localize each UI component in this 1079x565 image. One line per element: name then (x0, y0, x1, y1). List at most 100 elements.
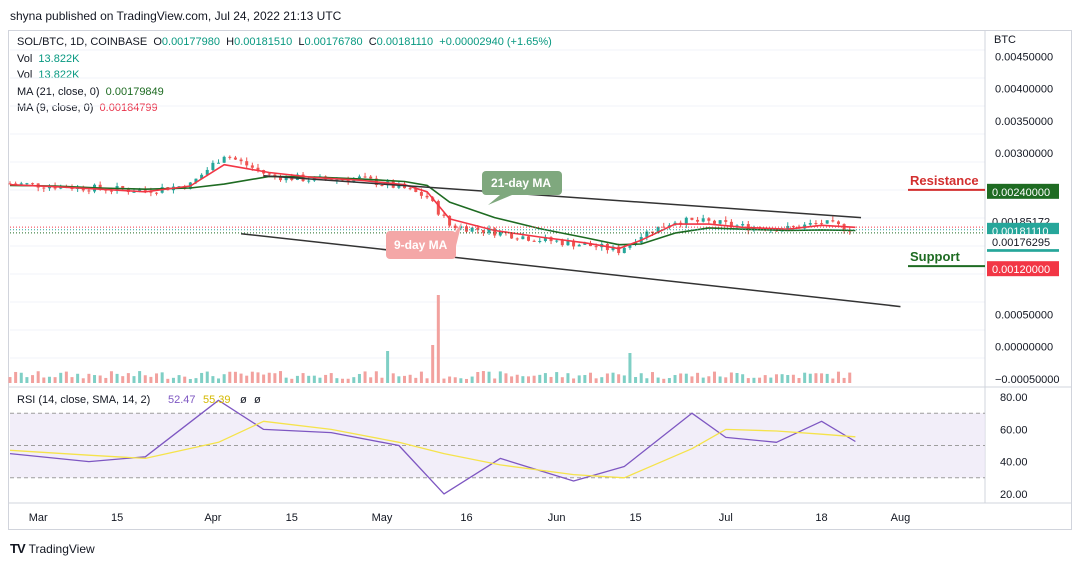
legend-ma21-label: MA (21, close, 0) (17, 85, 100, 98)
volume-bar (588, 372, 592, 383)
resistance-price-tag: 0.00240000 (987, 183, 1059, 199)
candle-body (42, 187, 46, 189)
volume-bar (352, 377, 356, 383)
volume-bar (295, 375, 299, 383)
volume-bar (634, 377, 638, 383)
ma9-callout-pointer (450, 222, 462, 246)
candle-body (741, 224, 745, 226)
volume-bar (211, 376, 215, 383)
candle-body (729, 221, 733, 227)
candle-body (408, 188, 412, 190)
candle-body (346, 179, 350, 182)
volume-bar (149, 376, 153, 383)
volume-bar (217, 378, 221, 383)
volume-bar (797, 378, 801, 383)
volume-bar (515, 374, 519, 383)
volume-bar (831, 378, 835, 383)
volume-bar (521, 376, 525, 383)
candle-body (217, 162, 221, 164)
volume-bar (81, 378, 85, 383)
volume-bar (583, 375, 587, 383)
volume-bar (848, 372, 852, 383)
ma21-callout[interactable]: 21-day MA (482, 171, 562, 205)
price-axis-label: 0.00450000 (995, 51, 1053, 63)
volume-bar (121, 376, 125, 383)
candle-body (205, 169, 209, 175)
legend-ma21-row[interactable]: MA (21, close, 0) 0.00179849 (17, 84, 552, 101)
volume-bar (746, 378, 750, 383)
volume-bar (267, 372, 271, 383)
volume-bar (724, 377, 728, 383)
candle-body (273, 174, 277, 177)
candle-body (267, 173, 271, 175)
volume-bar (132, 376, 136, 383)
volume-bar (222, 374, 226, 383)
footer-brand[interactable]: TV TradingView (10, 541, 95, 556)
volume-bar (312, 375, 316, 383)
volume-bar (363, 371, 367, 383)
rsi-legend-label: RSI (14, close, SMA, 14, 2) (17, 394, 150, 406)
candle-body (707, 218, 711, 221)
rsi-axis-label: 80.00 (1000, 392, 1028, 404)
legend-vol1-row[interactable]: Vol 13.822K (17, 51, 552, 68)
chart-legend: SOL/BTC, 1D, COINBASE O0.00177980 H0.001… (17, 34, 552, 117)
volume-bar (335, 378, 339, 383)
volume-bar (239, 373, 243, 383)
time-axis-label: Apr (204, 512, 221, 524)
candle-body (538, 240, 542, 242)
candle-body (808, 223, 812, 225)
volume-bar (273, 373, 277, 383)
rsi-na-2: ø (254, 394, 261, 406)
volume-bar (696, 372, 700, 383)
volume-bar (448, 376, 452, 383)
candle-body (363, 176, 367, 178)
volume-bar (493, 378, 497, 383)
candle-body (628, 243, 632, 248)
volume-bar (538, 374, 542, 383)
candle-body (132, 191, 136, 193)
candle-body (250, 165, 254, 168)
volume-bar (262, 374, 266, 383)
volume-bar (526, 376, 530, 383)
candle-body (662, 226, 666, 228)
ma21-price-tag: 0.00176295 (987, 234, 1059, 250)
candle-body (442, 214, 446, 216)
candle-body (583, 242, 587, 245)
legend-ma21-value: 0.00179849 (105, 85, 164, 98)
tradingview-logo-icon: TV (10, 541, 26, 556)
volume-bar (374, 371, 378, 383)
lower-trendline (240, 232, 901, 308)
candle-body (369, 176, 373, 179)
volume-bar (14, 371, 18, 383)
candle-body (256, 167, 260, 171)
legend-symbol[interactable]: SOL/BTC, 1D, COINBASE (17, 36, 148, 48)
volume-bar (104, 377, 108, 383)
legend-l-label: L (298, 36, 305, 48)
volume-bar (53, 377, 57, 383)
time-axis-label: Jul (719, 512, 733, 524)
volume-bar (690, 376, 694, 383)
chart-frame[interactable] (8, 30, 1072, 530)
ma9-callout[interactable]: 9-day MA (386, 222, 462, 259)
time-axis-label: May (372, 512, 393, 524)
legend-ma9-row[interactable]: MA (9, close, 0) 0.00184799 (17, 100, 552, 117)
candle-body (239, 159, 243, 162)
candle-body (31, 183, 35, 185)
candle-body (555, 240, 559, 242)
volume-bar (628, 353, 632, 383)
ma9-callout-text: 9-day MA (394, 238, 448, 252)
legend-o-label: O (153, 36, 162, 48)
support-price-tag: 0.00120000 (987, 261, 1059, 277)
volume-bar (205, 371, 209, 383)
volume-bar (76, 373, 80, 383)
footer-brand-text: TradingView (28, 541, 95, 556)
volume-bar (769, 377, 773, 383)
candle-body (143, 189, 147, 191)
volume-bar (357, 373, 361, 383)
candle-body (560, 240, 564, 246)
candle-body (791, 225, 795, 227)
volume-bar (758, 377, 762, 383)
volume-bar (397, 376, 401, 383)
volume-bar (380, 377, 384, 383)
